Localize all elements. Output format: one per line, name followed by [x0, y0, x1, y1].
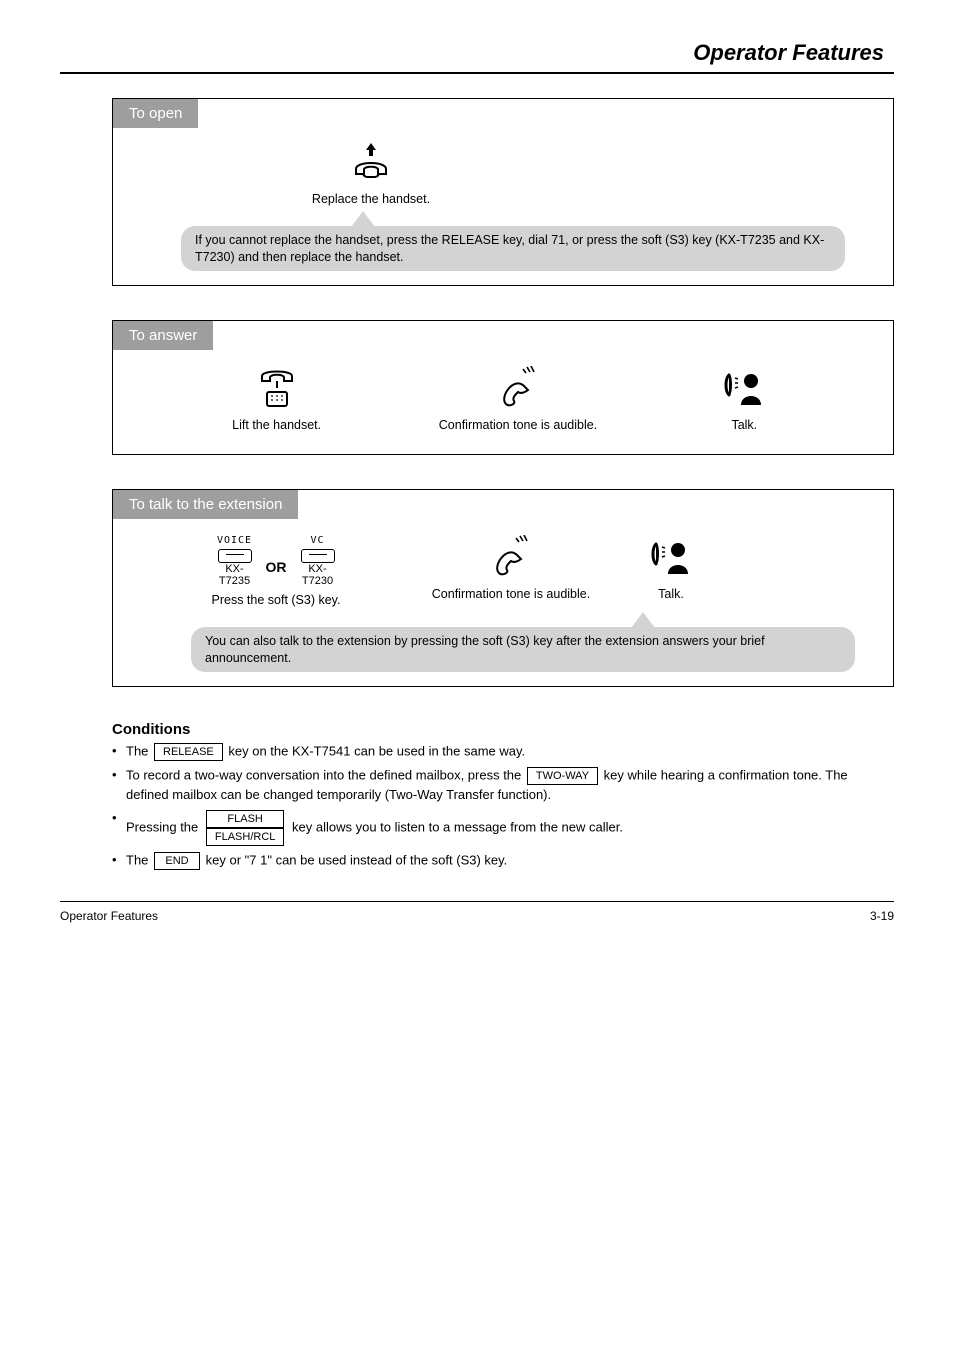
ringing-handset-icon: [494, 366, 542, 412]
ringing-handset-icon-2: [487, 535, 535, 581]
footer-left: Operator Features: [60, 909, 158, 923]
cond-item-4: The END key or "7 1" can be used instead…: [112, 851, 864, 871]
key-twoway: TWO-WAY: [527, 767, 598, 785]
box-to-talk-ext: To talk to the extension VOICE KX-T7235 …: [112, 489, 894, 687]
replace-handset-icon: [348, 140, 394, 186]
talk-icon-2: [648, 535, 694, 581]
tab-to-answer: To answer: [113, 321, 213, 350]
key-end: END: [154, 852, 200, 870]
caption-talk-2: Talk.: [658, 587, 684, 603]
caption-replace-handset: Replace the handset.: [312, 192, 430, 208]
caption-lift: Lift the handset.: [232, 418, 321, 434]
caption-conf-tone-2: Confirmation tone is audible.: [432, 587, 590, 603]
lift-handset-icon: [254, 366, 300, 412]
tab-to-talk-ext: To talk to the extension: [113, 490, 298, 519]
soft-s3-7230[interactable]: [301, 549, 335, 563]
modellabel-7230: KX-T7230: [295, 563, 341, 587]
conditions-list: The RELEASE key on the KX-T7541 can be u…: [112, 742, 864, 871]
cond-item-3: Pressing the FLASH FLASH/RCL key allows …: [112, 809, 864, 847]
caption-press-s3: Press the soft (S3) key.: [212, 593, 341, 609]
caption-talk: Talk.: [731, 418, 757, 434]
modellabel-7235: KX-T7235: [212, 563, 258, 587]
s3-label-7230: VC: [310, 535, 324, 546]
box-to-open: To open Replace the handset.: [112, 98, 894, 286]
header-rule: [60, 72, 894, 74]
box-to-answer: To answer Lift the handset.: [112, 320, 894, 455]
talk-icon: [721, 366, 767, 412]
key-release: RELEASE: [154, 743, 223, 761]
page-header: Operator Features: [60, 40, 894, 66]
callout-ext: You can also talk to the extension by pr…: [191, 627, 855, 673]
footer-rule: [60, 901, 894, 902]
soft-s3-7235[interactable]: [218, 549, 252, 563]
callout-open: If you cannot replace the handset, press…: [181, 226, 845, 272]
footer-right: 3-19: [870, 909, 894, 923]
caption-conf-tone: Confirmation tone is audible.: [439, 418, 597, 434]
s3-label-7235: VOICE: [217, 535, 252, 546]
conditions-title: Conditions: [112, 721, 894, 738]
cond-item-2: To record a two-way conversation into th…: [112, 766, 864, 805]
cond-item-1: The RELEASE key on the KX-T7541 can be u…: [112, 742, 864, 762]
key-flash-stack: FLASH FLASH/RCL: [204, 809, 287, 847]
tab-to-open: To open: [113, 99, 198, 128]
or-label: OR: [266, 551, 287, 575]
